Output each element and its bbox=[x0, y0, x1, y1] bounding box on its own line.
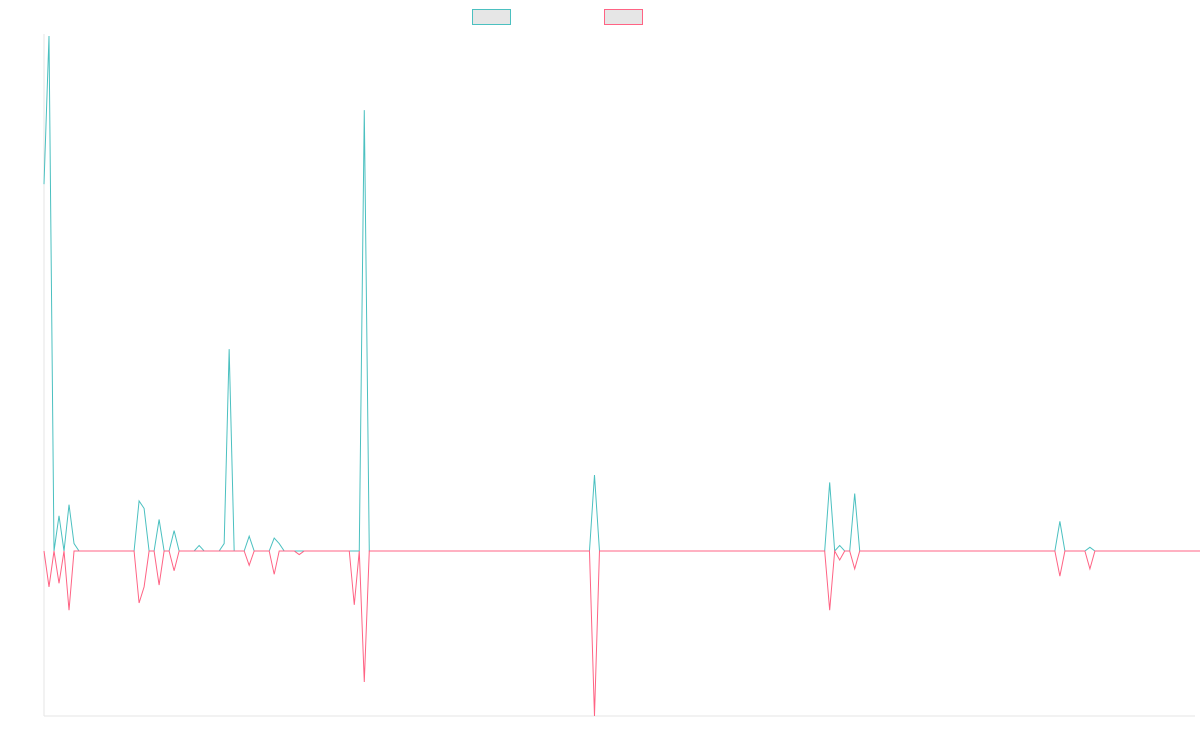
legend-swatch-series-2[interactable] bbox=[604, 9, 643, 25]
chart-axes bbox=[43, 34, 1195, 717]
series-layer bbox=[43, 35, 1200, 717]
series-1-line[interactable] bbox=[43, 35, 1200, 553]
legend-swatch-series-1[interactable] bbox=[472, 9, 511, 25]
series-2-line[interactable] bbox=[43, 549, 1200, 717]
